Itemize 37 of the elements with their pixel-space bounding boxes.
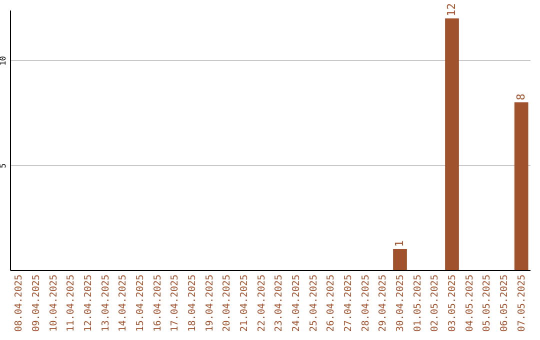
bar — [445, 18, 459, 270]
x-tick-label: 07.05.2025 — [516, 274, 528, 332]
x-tick-label: 09.04.2025 — [31, 274, 42, 332]
x-tick-label: 08.04.2025 — [14, 274, 25, 332]
x-tick-label: 10.04.2025 — [48, 274, 60, 332]
bar — [393, 249, 407, 270]
x-tick-label: 12.04.2025 — [83, 274, 94, 332]
x-tick-label: 21.04.2025 — [239, 274, 250, 332]
bar — [514, 102, 528, 270]
data-label: 1 — [393, 240, 406, 248]
x-tick-label: 17.04.2025 — [170, 274, 181, 332]
data-label: 12 — [445, 3, 458, 16]
x-tick-label: 29.04.2025 — [378, 274, 389, 332]
x-tick-label: 22.04.2025 — [256, 274, 268, 332]
data-label: 8 — [514, 94, 528, 100]
x-tick-label: 27.04.2025 — [343, 274, 354, 332]
x-tick-label: 30.04.2025 — [395, 274, 406, 332]
x-tick-label: 11.04.2025 — [66, 274, 77, 332]
x-tick-label: 20.04.2025 — [222, 274, 233, 332]
x-tick-label: 06.05.2025 — [499, 274, 510, 332]
x-tick-label: 03.05.2025 — [447, 274, 458, 332]
x-tick-label: 19.04.2025 — [204, 274, 216, 332]
x-tick-label: 24.04.2025 — [291, 274, 302, 332]
x-tick-label: 15.04.2025 — [135, 274, 146, 332]
x-tick-label: 01.05.2025 — [412, 274, 424, 332]
x-tick-label: 14.04.2025 — [118, 274, 129, 332]
x-tick-label: 28.04.2025 — [360, 274, 372, 332]
x-tick-label: 26.04.2025 — [326, 274, 337, 332]
x-tick-label: 02.05.2025 — [430, 274, 441, 332]
x-tick-label: 16.04.2025 — [152, 274, 164, 332]
x-tick-label: 25.04.2025 — [308, 274, 320, 332]
x-tick-label: 04.05.2025 — [464, 274, 476, 332]
y-tick-label: 5 — [0, 163, 8, 168]
x-tick-label: 18.04.2025 — [187, 274, 198, 332]
x-tick-label: 23.04.2025 — [274, 274, 285, 332]
x-tick-label: 13.04.2025 — [100, 274, 112, 332]
x-tick-label: 05.05.2025 — [482, 274, 493, 332]
